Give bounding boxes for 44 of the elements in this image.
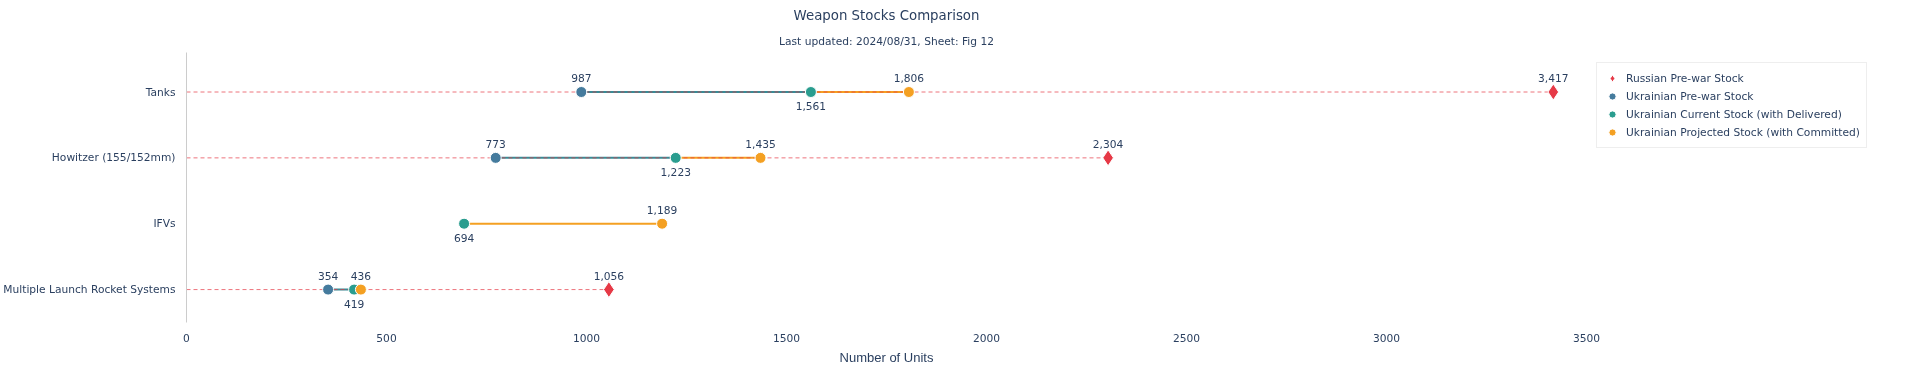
data-label: 1,561 (795, 100, 827, 114)
point (1547, 83, 1560, 101)
data-label: 419 (343, 297, 365, 311)
point (322, 283, 335, 296)
data-label: 2,304 (1092, 137, 1124, 151)
point (656, 217, 669, 230)
point (489, 151, 502, 164)
x-tick-label: 3500 (1572, 331, 1601, 345)
x-tick-label: 0 (183, 331, 191, 345)
y-tick-label: Multiple Launch Rocket Systems (3, 283, 176, 297)
data-label: 354 (317, 269, 339, 283)
data-label: 694 (453, 231, 475, 245)
legend-label: Russian Pre-war Stock (1626, 70, 1744, 87)
point (754, 151, 767, 164)
point (902, 86, 915, 98)
point (575, 86, 588, 98)
x-tick-label: 1000 (572, 331, 601, 345)
x-tick-label: 3000 (1372, 331, 1401, 345)
data-label: 1,056 (593, 269, 625, 283)
data-label: 773 (485, 137, 506, 151)
point (804, 86, 817, 98)
point (458, 217, 471, 230)
data-label: 1,435 (745, 137, 776, 151)
data-label: 436 (350, 269, 372, 283)
data-label: 1,223 (660, 165, 691, 179)
data-label: 1,189 (646, 203, 678, 217)
y-tick-label: IFVs (153, 217, 176, 231)
x-tick-label: 2500 (1172, 331, 1201, 345)
point (354, 283, 367, 296)
legend-label: Ukrainian Pre-war Stock (1626, 88, 1754, 105)
x-tick-label: 2000 (972, 331, 1001, 345)
x-axis-title: Number of Units (839, 349, 934, 365)
data-label: 987 (571, 72, 592, 86)
legend-label: Ukrainian Current Stock (with Delivered) (1626, 106, 1842, 123)
data-label: 3,417 (1538, 72, 1569, 86)
y-tick-label: Howitzer (155/152mm) (51, 151, 176, 165)
data-label: 1,806 (893, 72, 925, 86)
x-tick-label: 1500 (772, 331, 801, 345)
x-tick-label: 500 (376, 331, 397, 345)
point (669, 151, 682, 164)
chart-subtitle: Last updated: 2024/08/31, Sheet: Fig 12 (779, 34, 994, 48)
chart-title: Weapon Stocks Comparison (793, 7, 980, 23)
legend-label: Ukrainian Projected Stock (with Committed) (1626, 124, 1860, 141)
y-tick-label: Tanks (144, 85, 176, 99)
